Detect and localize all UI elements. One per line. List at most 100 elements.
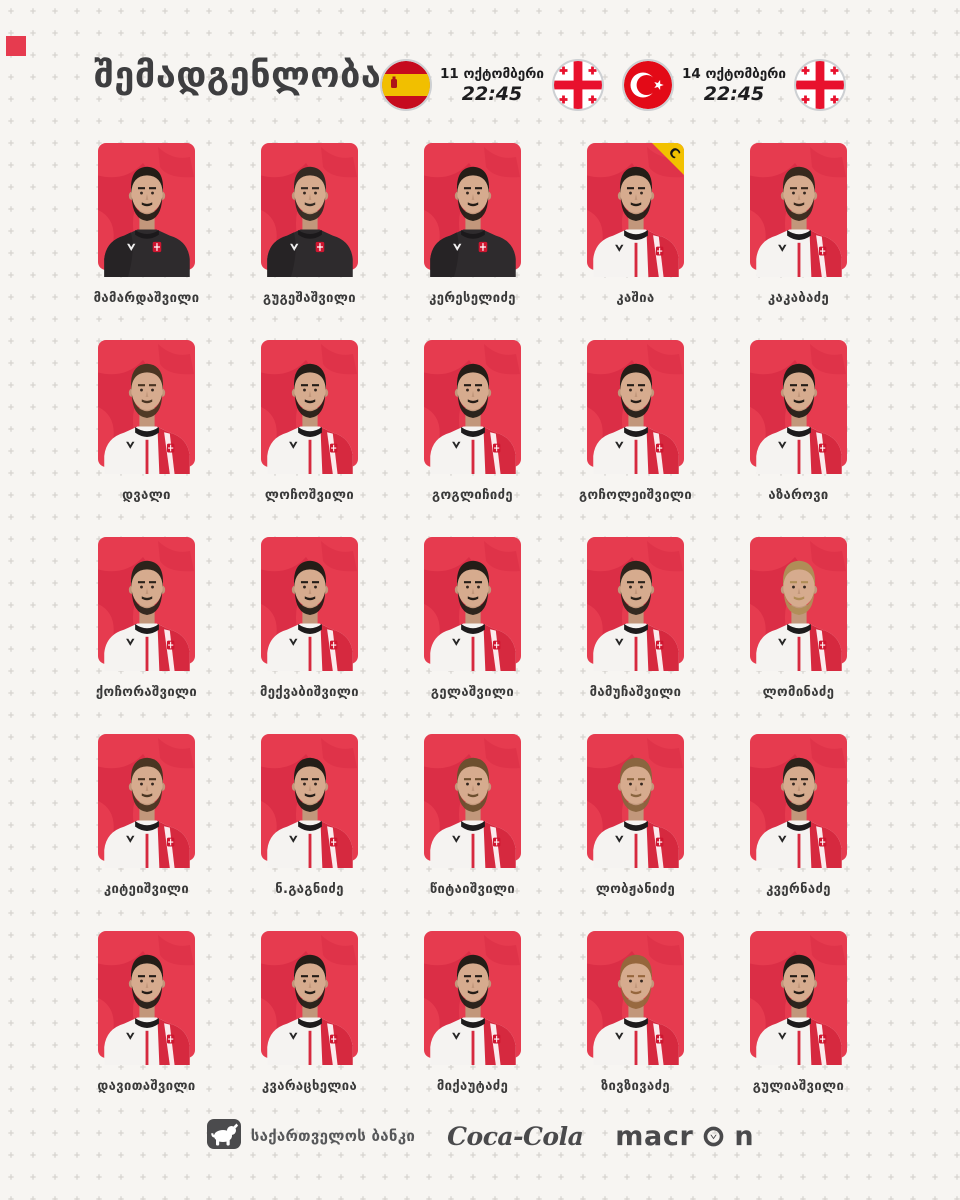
player-card: ნ.გაგნიძე bbox=[261, 734, 358, 904]
player-name: კიტეიშვილი bbox=[103, 882, 190, 897]
player-photo bbox=[103, 166, 190, 277]
player-photo bbox=[429, 560, 516, 671]
player-photo bbox=[103, 560, 190, 671]
fixture-info: 14 ოქტომბერი 22:45 bbox=[682, 66, 786, 105]
player-card: დავითაშვილი bbox=[97, 931, 195, 1101]
player-card: მექვაბიშვილი bbox=[260, 537, 359, 707]
player-card-frame bbox=[98, 340, 195, 474]
player-card-frame bbox=[587, 340, 684, 474]
player-card: წიტაიშვილი bbox=[424, 734, 521, 904]
player-name: გოჩოლეიშვილი bbox=[578, 488, 693, 503]
bank-lion-glyph bbox=[206, 1119, 241, 1149]
player-card-frame bbox=[98, 734, 195, 868]
player-name: მამარდაშვილი bbox=[93, 291, 200, 306]
sponsor-coca-cola: Coca-Cola bbox=[447, 1121, 584, 1151]
player-card: გელაშვილი bbox=[424, 537, 521, 707]
player-card: გოგლიჩიძე bbox=[424, 340, 521, 510]
macron-wordmark-right: n bbox=[734, 1120, 755, 1152]
player-card: აზაროვი bbox=[750, 340, 847, 510]
player-card: ქოჩორაშვილი bbox=[96, 537, 197, 707]
player-card-frame: C bbox=[587, 143, 684, 277]
player-name: გელაშვილი bbox=[430, 685, 515, 700]
player-name: აზაროვი bbox=[768, 488, 829, 503]
fixture-time: 22:45 bbox=[703, 82, 765, 105]
player-card-frame bbox=[261, 537, 358, 671]
georgia-flag-icon bbox=[552, 59, 604, 111]
player-card-frame bbox=[261, 931, 358, 1065]
corner-accent-square bbox=[6, 36, 26, 56]
player-photo bbox=[266, 560, 353, 671]
fixture-spain-vs-georgia: 11 ოქტომბერი 22:45 bbox=[380, 59, 604, 111]
fixture-date: 11 ოქტომბერი bbox=[440, 65, 544, 82]
player-name: მამუჩაშვილი bbox=[589, 685, 682, 700]
player-card-frame bbox=[424, 143, 521, 277]
player-name: წიტაიშვილი bbox=[429, 882, 516, 897]
fixtures-bar: 11 ოქტომბერი 22:45 14 ოქტომბერი 22:45 bbox=[380, 59, 846, 111]
player-name: მიქაუტაძე bbox=[436, 1079, 509, 1094]
sponsors-footer: საქართველოს ბანკი Coca-Cola macr n bbox=[0, 1118, 960, 1154]
player-card: ლობჟანიძე bbox=[587, 734, 684, 904]
player-card-frame bbox=[750, 931, 847, 1065]
georgia-flag-icon bbox=[794, 59, 846, 111]
player-name: გულიაშვილი bbox=[752, 1079, 845, 1094]
player-photo bbox=[103, 954, 190, 1065]
player-photo bbox=[103, 757, 190, 868]
player-name: კერესელიძე bbox=[429, 291, 516, 306]
player-photo bbox=[592, 757, 679, 868]
player-photo bbox=[266, 954, 353, 1065]
player-card: C კაშია bbox=[587, 143, 684, 313]
player-photo bbox=[755, 954, 842, 1065]
player-card-frame bbox=[424, 537, 521, 671]
player-name: მექვაბიშვილი bbox=[260, 685, 359, 700]
captain-badge bbox=[652, 143, 684, 175]
player-photo bbox=[755, 363, 842, 474]
player-card: გუგეშაშვილი bbox=[261, 143, 358, 313]
player-name: დავითაშვილი bbox=[97, 1079, 196, 1094]
player-card: ზივზივაძე bbox=[587, 931, 684, 1101]
fixture-date: 14 ოქტომბერი bbox=[682, 65, 786, 82]
player-name: ქოჩორაშვილი bbox=[95, 685, 198, 700]
player-card-frame bbox=[750, 734, 847, 868]
player-photo bbox=[429, 363, 516, 474]
player-card-frame bbox=[750, 537, 847, 671]
player-card: მამარდაშვილი bbox=[94, 143, 199, 313]
player-photo bbox=[592, 363, 679, 474]
player-card-frame bbox=[424, 340, 521, 474]
player-name: კვარაცხელია bbox=[261, 1079, 358, 1094]
player-photo bbox=[429, 166, 516, 277]
coca-cola-wordmark: Coca-Cola bbox=[447, 1121, 584, 1151]
player-card: კაკაბაძე bbox=[750, 143, 847, 313]
player-card: ლოჩოშვილი bbox=[261, 340, 358, 510]
player-name: დვალი bbox=[122, 488, 171, 503]
bank-of-georgia-logo-icon bbox=[206, 1118, 242, 1154]
player-name: ზივზივაძე bbox=[600, 1079, 671, 1094]
player-card-frame bbox=[424, 734, 521, 868]
fixture-time: 22:45 bbox=[461, 82, 523, 105]
player-name: ლობჟანიძე bbox=[595, 882, 676, 897]
player-photo bbox=[429, 954, 516, 1065]
player-photo bbox=[429, 757, 516, 868]
player-photo bbox=[755, 560, 842, 671]
player-photo bbox=[592, 560, 679, 671]
player-card-frame bbox=[750, 340, 847, 474]
player-photo bbox=[266, 757, 353, 868]
player-name: გოგლიჩიძე bbox=[432, 488, 513, 503]
player-card: კვერნაძე bbox=[750, 734, 847, 904]
sponsor-bank-of-georgia: საქართველოს ბანკი bbox=[206, 1118, 415, 1154]
player-name: ლომინაძე bbox=[762, 685, 835, 700]
player-photo bbox=[755, 166, 842, 277]
player-card-frame bbox=[424, 931, 521, 1065]
player-card-frame bbox=[261, 340, 358, 474]
player-card-frame bbox=[261, 734, 358, 868]
player-card-frame bbox=[587, 537, 684, 671]
player-card: კვარაცხელია bbox=[261, 931, 358, 1101]
bank-of-georgia-label: საქართველოს ბანკი bbox=[250, 1127, 416, 1145]
player-photo bbox=[266, 363, 353, 474]
player-card-frame bbox=[98, 931, 195, 1065]
player-name: გუგეშაშვილი bbox=[263, 291, 356, 306]
players-grid: მამარდაშვილი bbox=[94, 143, 847, 1101]
player-card: გოჩოლეიშვილი bbox=[579, 340, 692, 510]
player-card-frame bbox=[587, 931, 684, 1065]
player-name: კაშია bbox=[616, 291, 655, 306]
